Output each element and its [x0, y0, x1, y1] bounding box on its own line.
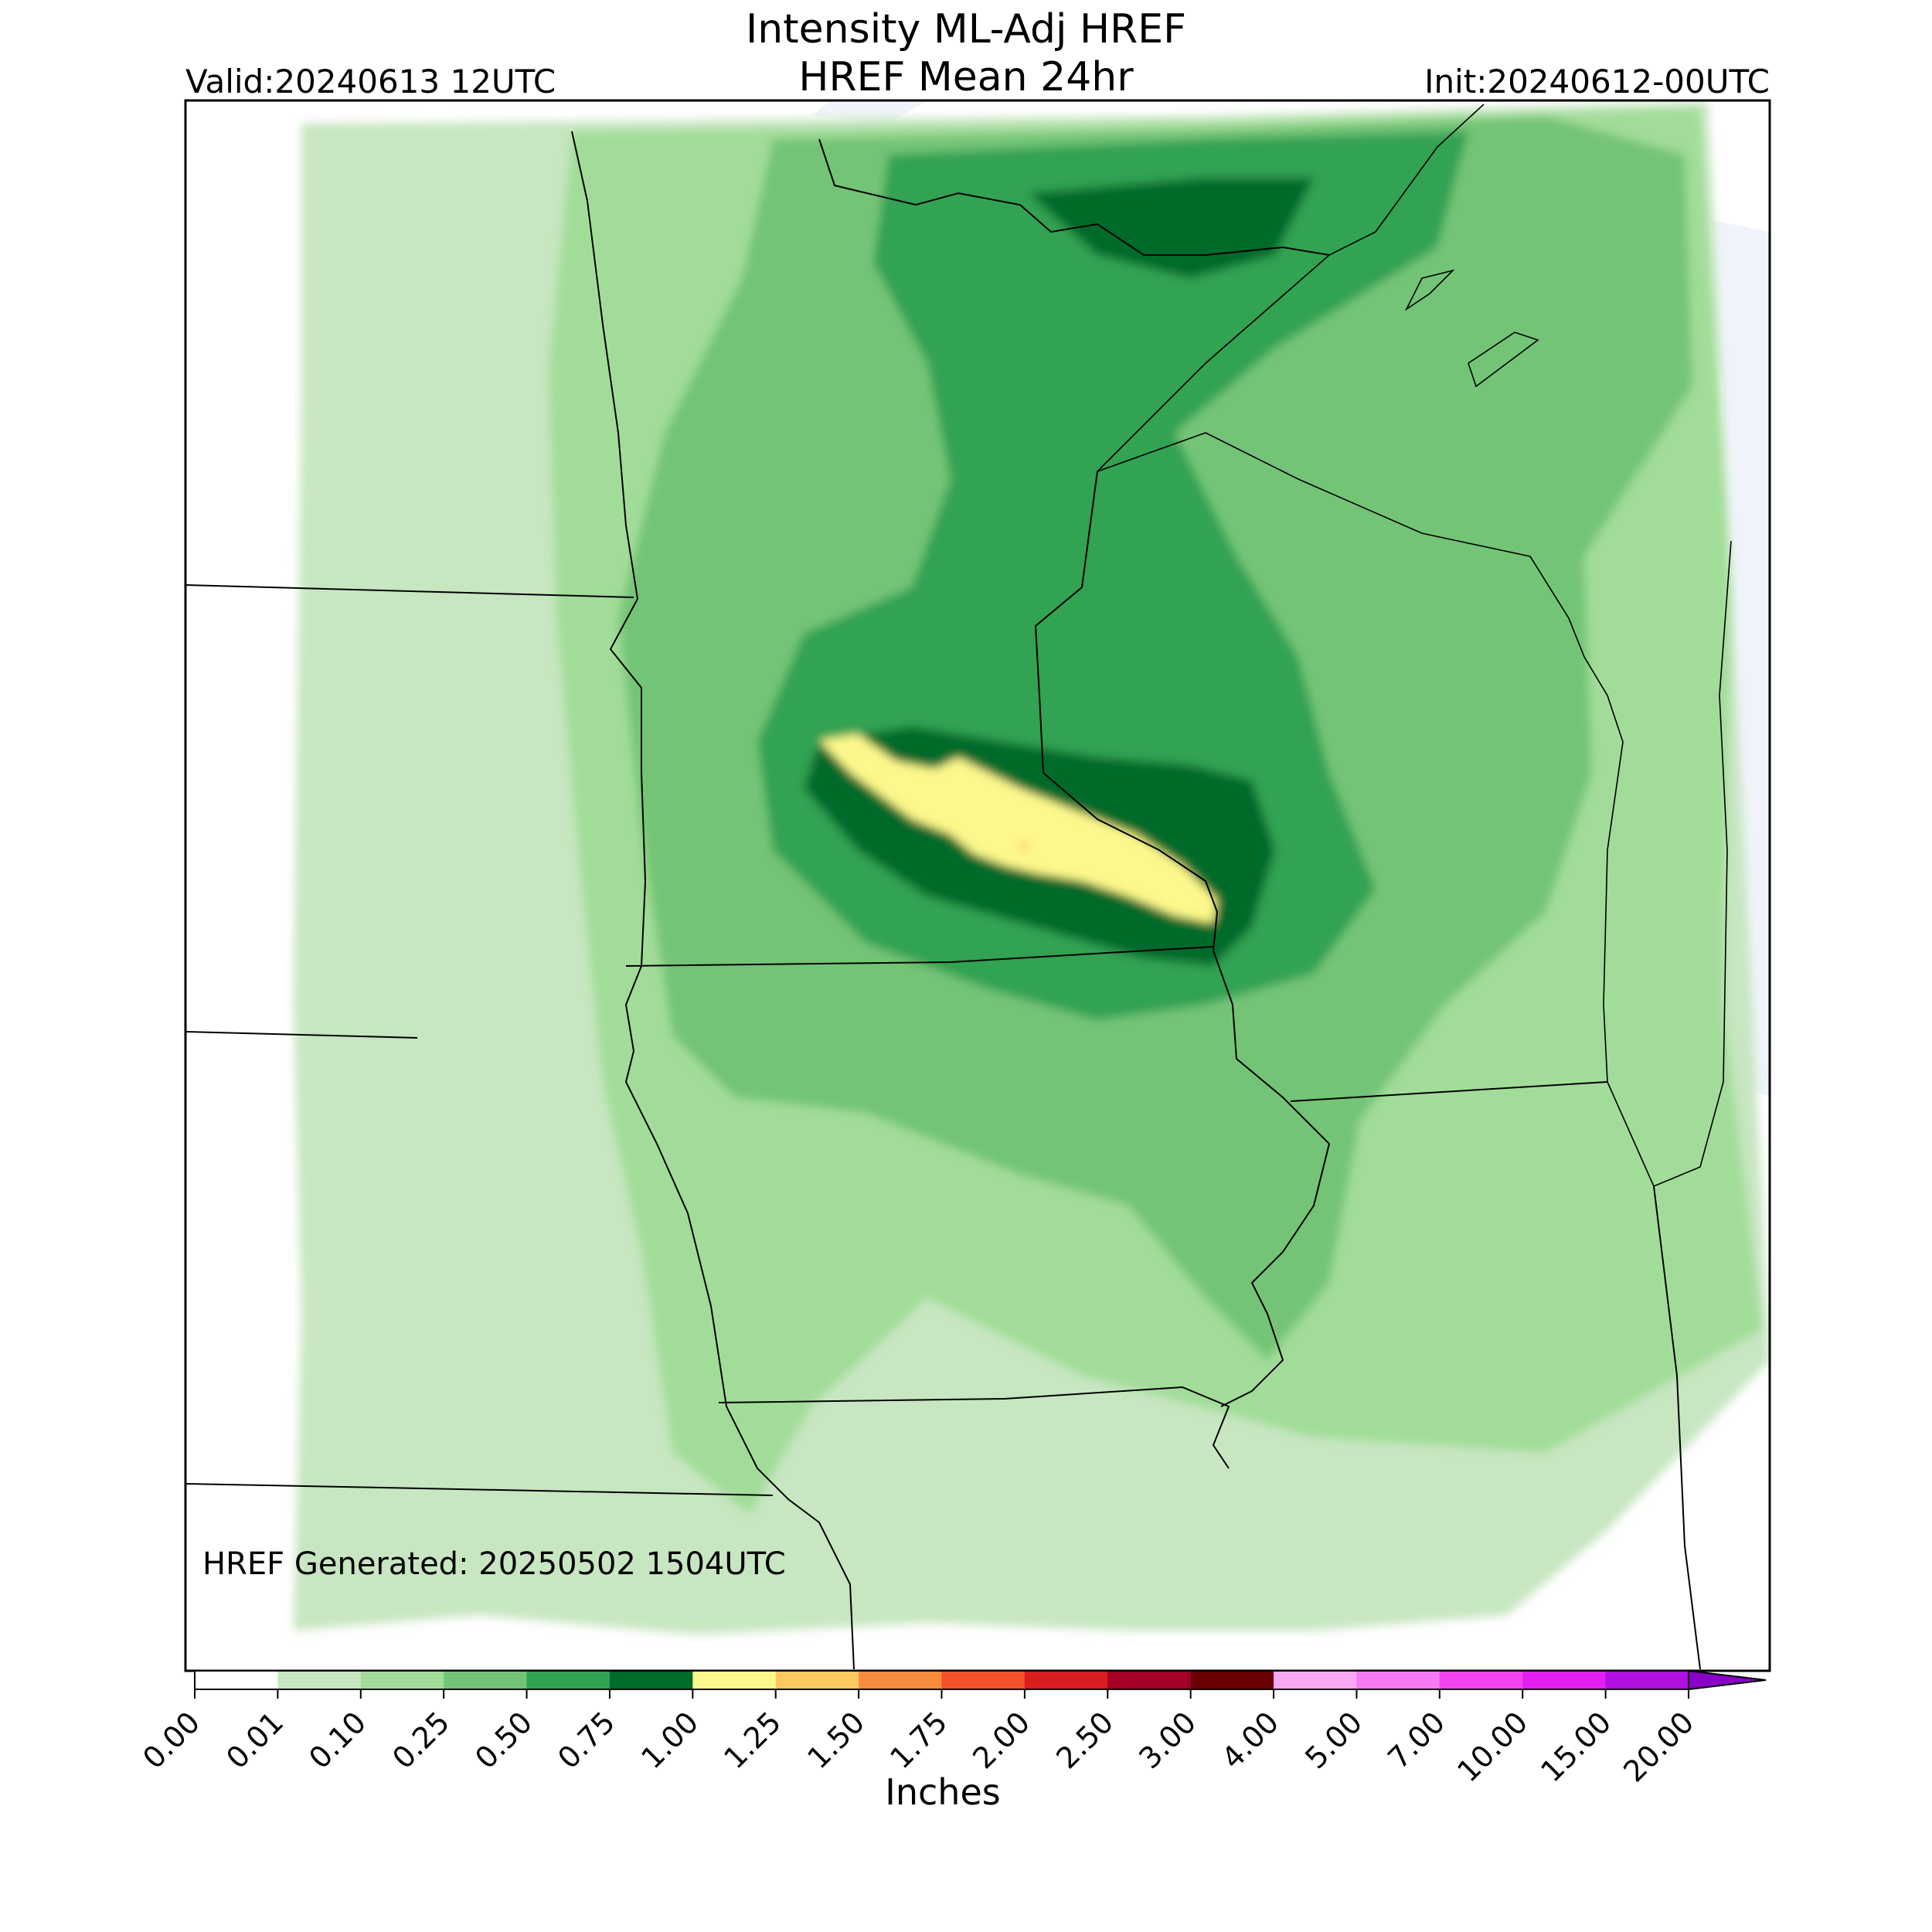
- colorbar-bin: [775, 1671, 859, 1689]
- coastlines: [1097, 104, 1732, 1188]
- valid-time: Valid:20240613 12UTC: [185, 63, 556, 100]
- title-line-1: Intensity ML-Adj HREF: [745, 6, 1187, 53]
- colorbar-bin: [1190, 1671, 1274, 1689]
- colorbar-bin: [859, 1671, 942, 1689]
- colorbar-extension: [1688, 1669, 1767, 1691]
- island: [1404, 269, 1455, 311]
- colorbar-bin: [195, 1671, 278, 1689]
- colorbar-bin: [360, 1671, 444, 1689]
- border-il-in: [1653, 1185, 1701, 1670]
- border-mn-canada: [818, 138, 1330, 256]
- precip-field: [294, 102, 1770, 1634]
- colorbar-bin: [1356, 1671, 1440, 1689]
- isle-royale: [1468, 332, 1539, 388]
- colorbar-bin: [1024, 1671, 1108, 1689]
- colorbar-bin: [692, 1671, 777, 1689]
- colorbar-bin: [526, 1671, 611, 1689]
- border-ia-mo: [718, 1386, 1230, 1469]
- colorbar-bin: [1274, 1671, 1357, 1689]
- precip-0-75-north: [1028, 178, 1314, 278]
- precip-1-25: [1019, 842, 1029, 851]
- precip-1-00: [819, 734, 1217, 923]
- border-mn-wi: [1034, 471, 1331, 1407]
- colorbar-label: Inches: [885, 1771, 1001, 1813]
- border-mn-ia: [625, 946, 1214, 967]
- border-nd-sd: [185, 584, 634, 598]
- lake-water: [811, 100, 927, 124]
- colorbar: [194, 1669, 1767, 1699]
- colorbar-bin: [1439, 1671, 1523, 1689]
- border-sd-ne: [185, 1031, 418, 1039]
- lake-michigan-shore: [1097, 432, 1732, 1188]
- colorbar-bin: [609, 1671, 693, 1689]
- colorbar-bin: [941, 1671, 1026, 1689]
- init-time: Init:20240612-00UTC: [1424, 63, 1770, 100]
- state-borders: [185, 131, 1701, 1670]
- border-wi-il: [1290, 1081, 1608, 1102]
- border-mn-west: [571, 131, 855, 1670]
- border-ne-ks: [185, 1483, 774, 1496]
- lake-superior-shore: [1097, 104, 1485, 472]
- colorbar-bin: [1107, 1671, 1192, 1689]
- colorbar-bin: [1605, 1671, 1689, 1689]
- colorbar-bin: [1522, 1671, 1607, 1689]
- title-line-2: HREF Mean 24hr: [798, 54, 1134, 100]
- colorbar-bin: [444, 1671, 528, 1689]
- colorbar-bin: [277, 1671, 362, 1689]
- generated-note: HREF Generated: 20250502 1504UTC: [202, 1546, 786, 1582]
